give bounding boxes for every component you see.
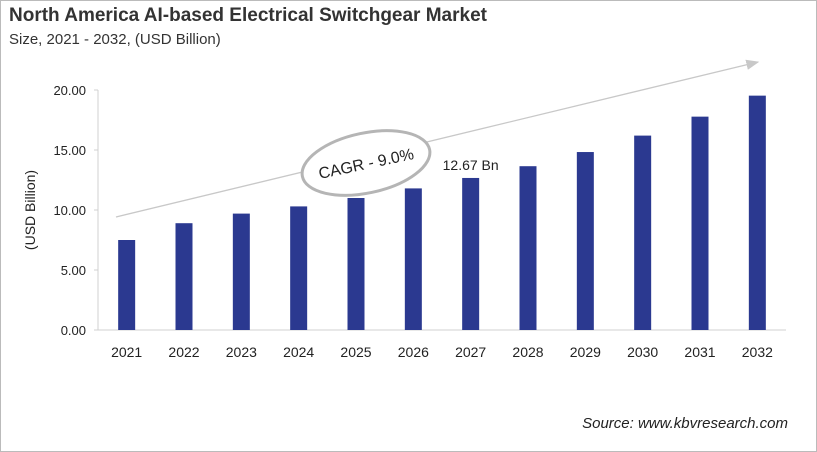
- bar-2026: [404, 188, 422, 330]
- chart-subtitle: Size, 2021 - 2032, (USD Billion): [9, 31, 221, 48]
- bar-2032: [748, 95, 766, 330]
- bar-2031: [691, 116, 709, 330]
- bar-2030: [634, 135, 652, 330]
- x-tick-label: 2022: [168, 344, 199, 360]
- x-tick-label: 2030: [627, 344, 658, 360]
- bar-2027: [462, 177, 480, 330]
- bar-2023: [232, 213, 250, 330]
- bar-2021: [118, 240, 136, 330]
- bar-2024: [290, 206, 308, 330]
- x-tick-label: 2026: [398, 344, 429, 360]
- source-note: Source: www.kbvresearch.com: [582, 415, 788, 432]
- x-tick-label: 2025: [340, 344, 371, 360]
- x-tick-label: 2031: [684, 344, 715, 360]
- y-tick-label: 5.00: [61, 263, 86, 278]
- y-axis-label: (USD Billion): [22, 170, 38, 250]
- x-tick-label: 2029: [570, 344, 601, 360]
- y-tick-label: 0.00: [61, 323, 86, 338]
- x-tick-label: 2021: [111, 344, 142, 360]
- y-tick-label: 15.00: [53, 143, 86, 158]
- bar-2022: [175, 223, 193, 330]
- bar-2029: [576, 152, 594, 330]
- x-tick-label: 2024: [283, 344, 314, 360]
- x-tick-label: 2027: [455, 344, 486, 360]
- cagr-ellipse: [300, 129, 432, 197]
- x-tick-label: 2023: [226, 344, 257, 360]
- bar-2028: [519, 166, 537, 330]
- trend-arrow: [115, 59, 760, 218]
- x-tick-label: 2028: [512, 344, 543, 360]
- data-label: 12.67 Bn: [443, 157, 499, 173]
- y-tick-label: 10.00: [53, 203, 86, 218]
- x-tick-label: 2032: [742, 344, 773, 360]
- chart-title: North America AI-based Electrical Switch…: [9, 5, 487, 26]
- bar-2025: [347, 198, 365, 330]
- y-tick-label: 20.00: [53, 83, 86, 98]
